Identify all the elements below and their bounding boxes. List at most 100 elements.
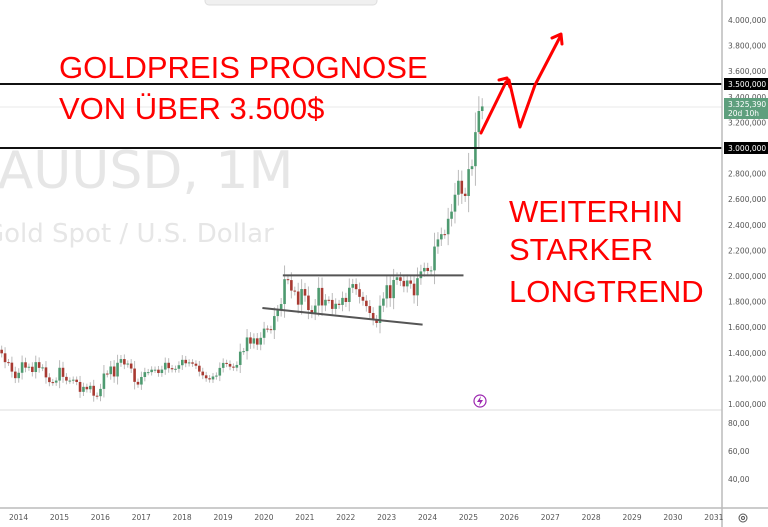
- candle[interactable]: [477, 96, 481, 147]
- support-trendline[interactable]: [262, 307, 423, 326]
- candle[interactable]: [37, 357, 41, 373]
- candle[interactable]: [300, 279, 303, 315]
- candle[interactable]: [116, 354, 119, 385]
- candle[interactable]: [273, 307, 276, 340]
- candle[interactable]: [68, 377, 72, 384]
- candle[interactable]: [279, 298, 283, 317]
- candle[interactable]: [27, 363, 31, 371]
- candle[interactable]: [399, 272, 402, 287]
- candle[interactable]: [245, 329, 249, 360]
- candle[interactable]: [310, 305, 314, 319]
- candle[interactable]: [153, 366, 157, 373]
- candle[interactable]: [436, 232, 440, 254]
- forecast-arrow[interactable]: [479, 32, 564, 135]
- candle[interactable]: [0, 345, 3, 358]
- candle[interactable]: [194, 360, 198, 370]
- candle[interactable]: [453, 182, 457, 224]
- candle[interactable]: [204, 371, 208, 382]
- candle[interactable]: [255, 333, 259, 350]
- candle[interactable]: [365, 295, 368, 312]
- candle[interactable]: [480, 98, 484, 120]
- candle[interactable]: [133, 360, 136, 390]
- candle[interactable]: [269, 325, 273, 334]
- candle[interactable]: [405, 274, 409, 293]
- lower-pane-axis[interactable]: 80,00 60,00 40,00: [728, 419, 750, 484]
- candle[interactable]: [283, 265, 286, 318]
- candle[interactable]: [201, 367, 205, 380]
- candle[interactable]: [88, 382, 92, 393]
- candle[interactable]: [225, 359, 228, 368]
- candle[interactable]: [150, 366, 153, 376]
- candle[interactable]: [293, 286, 297, 296]
- candle[interactable]: [157, 365, 160, 377]
- price-axis[interactable]: 4.000,000 3.800,000 3.600,000 3.400,000 3.20…: [728, 16, 766, 409]
- candle[interactable]: [266, 325, 269, 333]
- candle[interactable]: [41, 364, 44, 372]
- candle[interactable]: [20, 355, 24, 380]
- candle[interactable]: [446, 207, 450, 246]
- candle[interactable]: [303, 282, 307, 302]
- candle[interactable]: [13, 366, 17, 384]
- candle[interactable]: [324, 294, 327, 312]
- candle[interactable]: [58, 360, 61, 389]
- candle[interactable]: [218, 362, 222, 382]
- candle[interactable]: [228, 360, 232, 371]
- candle[interactable]: [286, 275, 290, 285]
- candle[interactable]: [170, 364, 174, 373]
- candle[interactable]: [17, 368, 21, 383]
- candle[interactable]: [10, 356, 14, 378]
- candle[interactable]: [51, 378, 55, 386]
- candle[interactable]: [106, 370, 109, 378]
- candle[interactable]: [426, 262, 430, 277]
- candle[interactable]: [143, 367, 147, 382]
- candle[interactable]: [123, 354, 126, 370]
- candle[interactable]: [174, 365, 177, 373]
- candle[interactable]: [412, 275, 416, 304]
- candle[interactable]: [163, 357, 167, 375]
- candle[interactable]: [34, 355, 38, 379]
- candle[interactable]: [450, 203, 453, 227]
- candle[interactable]: [320, 277, 324, 316]
- candle[interactable]: [344, 292, 348, 308]
- candle[interactable]: [361, 291, 365, 306]
- candle[interactable]: [140, 371, 143, 390]
- candle[interactable]: [75, 376, 78, 386]
- candle[interactable]: [146, 368, 150, 376]
- candle[interactable]: [402, 274, 406, 293]
- candle[interactable]: [463, 187, 467, 202]
- candle[interactable]: [276, 305, 280, 322]
- candle[interactable]: [232, 363, 235, 371]
- candle[interactable]: [61, 361, 65, 383]
- candle[interactable]: [71, 376, 75, 384]
- candle[interactable]: [78, 375, 82, 398]
- candle[interactable]: [99, 383, 102, 402]
- candle[interactable]: [160, 365, 164, 377]
- candle[interactable]: [126, 360, 130, 368]
- candle[interactable]: [181, 355, 184, 370]
- candle[interactable]: [92, 379, 95, 402]
- candle[interactable]: [82, 382, 85, 397]
- time-axis[interactable]: 2014 2015 2016 2017 2018 2019 2020 2021 2022 2023…: [9, 513, 724, 522]
- candle[interactable]: [429, 266, 433, 276]
- candle[interactable]: [215, 372, 218, 380]
- candle[interactable]: [368, 300, 372, 320]
- candle[interactable]: [102, 365, 106, 398]
- candle[interactable]: [474, 112, 477, 186]
- candle[interactable]: [416, 267, 419, 306]
- top-toolbar[interactable]: [204, 0, 378, 6]
- candle[interactable]: [177, 361, 181, 373]
- candle[interactable]: [460, 170, 464, 204]
- candle[interactable]: [395, 272, 399, 285]
- candle[interactable]: [433, 232, 436, 285]
- candle[interactable]: [375, 315, 378, 328]
- gear-icon[interactable]: [738, 513, 748, 523]
- candle[interactable]: [31, 362, 34, 377]
- lightning-icon[interactable]: [473, 394, 487, 408]
- candle[interactable]: [341, 291, 344, 312]
- candle[interactable]: [208, 375, 211, 383]
- candle[interactable]: [259, 332, 262, 351]
- candle[interactable]: [348, 278, 351, 312]
- candle[interactable]: [44, 361, 48, 384]
- candle[interactable]: [388, 276, 392, 307]
